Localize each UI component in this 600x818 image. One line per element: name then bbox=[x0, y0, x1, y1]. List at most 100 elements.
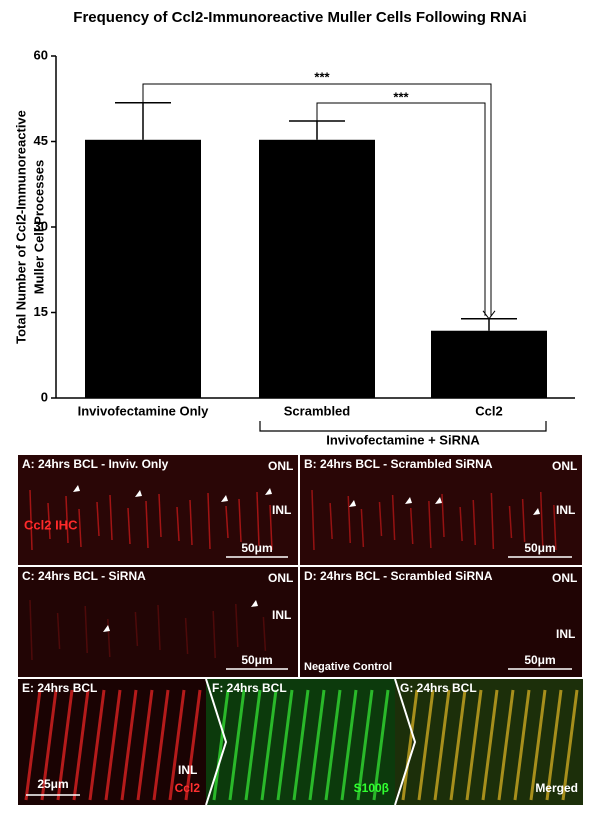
panel-note: Negative Control bbox=[304, 661, 392, 673]
cell-process bbox=[256, 491, 260, 547]
cell-process bbox=[472, 499, 476, 546]
arrowhead bbox=[265, 488, 272, 495]
cell-process bbox=[184, 617, 189, 655]
cell-process bbox=[292, 689, 310, 801]
arrowhead bbox=[73, 485, 80, 492]
y-axis-title: Muller Cell Processes bbox=[31, 160, 46, 294]
cell-process bbox=[184, 689, 202, 801]
cell-process bbox=[449, 689, 467, 801]
stain-label: Ccl2 bbox=[175, 781, 201, 795]
panel-title: D: 24hrs BCL - Scrambled SiRNA bbox=[304, 569, 493, 583]
cell-process bbox=[56, 612, 61, 650]
panel-c bbox=[18, 567, 298, 677]
cell-process bbox=[378, 501, 383, 537]
cell-process bbox=[84, 605, 88, 654]
cell-process bbox=[104, 689, 122, 801]
cell-process bbox=[545, 689, 563, 801]
layer-label: INL bbox=[272, 503, 291, 517]
arrowhead bbox=[221, 495, 228, 502]
cell-process bbox=[521, 498, 526, 543]
arrowhead bbox=[135, 490, 142, 497]
arrowhead bbox=[533, 508, 540, 515]
error-bar bbox=[461, 318, 517, 331]
cell-process bbox=[235, 603, 239, 648]
cell-process bbox=[417, 689, 435, 801]
panel-title: G: 24hrs BCL bbox=[400, 681, 477, 695]
x-tick-label: Scrambled bbox=[284, 403, 351, 418]
cell-process bbox=[152, 689, 170, 801]
cell-process bbox=[276, 689, 294, 801]
stain-label: Merged bbox=[535, 781, 578, 795]
cell-process bbox=[212, 610, 216, 659]
stain-label: S100β bbox=[354, 781, 389, 795]
layer-label: ONL bbox=[552, 459, 577, 473]
cell-process bbox=[428, 500, 432, 549]
panel-title: A: 24hrs BCL - Inviv. Only bbox=[22, 457, 169, 471]
panel-d bbox=[300, 567, 582, 677]
y-tick-label: 15 bbox=[34, 304, 48, 319]
cell-process bbox=[459, 506, 463, 542]
significance-arrow bbox=[482, 310, 496, 320]
arrowhead bbox=[349, 500, 356, 507]
cell-process bbox=[29, 599, 33, 661]
significance-label: *** bbox=[314, 69, 330, 84]
cell-process bbox=[189, 499, 193, 546]
cell-process bbox=[553, 504, 557, 551]
cell-process bbox=[465, 689, 483, 801]
cell-process bbox=[433, 689, 451, 801]
layer-label: INL bbox=[556, 627, 575, 641]
significance-bracket bbox=[316, 102, 486, 316]
cell-process bbox=[176, 506, 180, 542]
y-axis-title: Total Number of Ccl2-Immunoreactive bbox=[13, 110, 28, 344]
cell-process bbox=[65, 495, 69, 544]
y-tick-label: 45 bbox=[34, 133, 48, 148]
panel-divider bbox=[205, 678, 417, 806]
scale-label: 50μm bbox=[524, 653, 555, 667]
cell-processes bbox=[24, 485, 579, 801]
y-tick-label: 0 bbox=[41, 389, 48, 404]
cell-process bbox=[47, 502, 51, 540]
scale-label: 50μm bbox=[241, 653, 272, 667]
chart: Total Number of Ccl2-Immunoreactive Mull… bbox=[13, 47, 575, 447]
cell-process bbox=[96, 501, 100, 537]
cell-process bbox=[134, 611, 139, 647]
cell-process bbox=[157, 604, 161, 651]
panel-title: E: 24hrs BCL bbox=[22, 681, 97, 695]
cell-process bbox=[225, 505, 229, 539]
cell-process bbox=[260, 689, 278, 801]
chart-title: Frequency of Ccl2-Immunoreactive Muller … bbox=[73, 9, 526, 26]
cell-process bbox=[372, 689, 390, 801]
significance-bracket bbox=[142, 83, 492, 316]
scale-label: 50μm bbox=[241, 541, 272, 555]
micrograph-panels: A: 24hrs BCL - Inviv. Only ONL INL Ccl2 … bbox=[18, 455, 583, 806]
cell-process bbox=[311, 489, 315, 551]
arrowhead bbox=[251, 600, 258, 607]
cell-process bbox=[158, 493, 162, 538]
cell-process bbox=[40, 689, 58, 801]
error-bar bbox=[289, 120, 345, 140]
group-bracket bbox=[259, 421, 547, 432]
cell-process bbox=[481, 689, 499, 801]
layer-label: ONL bbox=[552, 571, 577, 585]
cell-process bbox=[329, 502, 333, 540]
layer-label: INL bbox=[178, 763, 197, 777]
cell-process bbox=[391, 494, 396, 541]
cell-process bbox=[340, 689, 358, 801]
panel-title: F: 24hrs BCL bbox=[212, 681, 287, 695]
cell-process bbox=[145, 500, 149, 549]
bar bbox=[259, 139, 375, 399]
panel-a bbox=[18, 455, 298, 565]
cell-process bbox=[24, 689, 42, 801]
cell-process bbox=[107, 618, 111, 658]
cell-process bbox=[561, 689, 579, 801]
arrowhead bbox=[405, 497, 412, 504]
cell-process bbox=[360, 508, 365, 548]
cell-process bbox=[441, 493, 445, 538]
cell-process bbox=[324, 689, 342, 801]
cell-process bbox=[29, 489, 33, 551]
scale-label: 50μm bbox=[524, 541, 555, 555]
layer-label: INL bbox=[272, 608, 291, 622]
bar bbox=[85, 139, 201, 399]
layer-label: ONL bbox=[268, 459, 293, 473]
